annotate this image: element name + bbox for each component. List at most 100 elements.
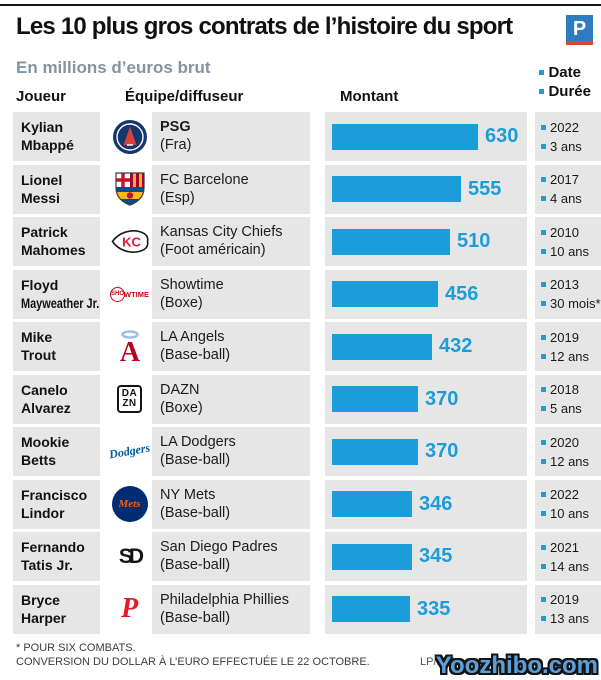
amount-bar-cell: 370 <box>325 427 527 476</box>
bullet-square-icon <box>541 544 546 550</box>
team-cell: Showtime (Boxe) <box>152 269 310 319</box>
player-last-name: Mayweather Jr. <box>21 294 100 311</box>
team-cell: San Diego Padres (Base-ball) <box>152 532 310 581</box>
amount-bar <box>332 281 438 307</box>
contract-duration: 10 ans <box>550 506 590 521</box>
amount-value: 456 <box>445 282 479 305</box>
player-last-name: Messi <box>21 189 60 206</box>
top-divider <box>0 4 601 6</box>
le-parisien-logo-letter: P <box>572 17 587 40</box>
contract-year: 2022 <box>550 119 579 135</box>
fc-barcelona-logo <box>107 164 152 214</box>
page-title: Les 10 plus gros contrats de l’histoire … <box>16 13 513 40</box>
year-line: 2018 <box>541 382 601 397</box>
bullet-square-icon <box>541 439 546 445</box>
amount-bar <box>332 176 461 202</box>
date-cell: 2017 4 ans <box>535 164 601 214</box>
date-cell: 2019 12 ans <box>535 322 601 371</box>
player-cell: Patrick Mahomes <box>13 217 100 266</box>
header: Les 10 plus gros contrats de l’histoire … <box>16 13 593 45</box>
footnote-combats: * POUR SIX COMBATS. <box>16 642 136 654</box>
team-sport: (Foot américain) <box>160 242 266 258</box>
date-cell: 2022 3 ans <box>535 112 601 161</box>
bullet-square-icon <box>541 406 546 411</box>
contract-duration: 30 mois* <box>550 296 601 311</box>
year-line: 2010 <box>541 225 601 240</box>
date-cell: 2010 10 ans <box>535 217 601 266</box>
table-row: Patrick Mahomes KC Kansas City Chiefs (F… <box>13 217 601 266</box>
amount-bar <box>332 543 412 570</box>
team-cell: FC Barcelone (Esp) <box>152 164 310 214</box>
amount-bar-cell: 510 <box>325 217 527 266</box>
player-last-name: Tatis Jr. <box>21 557 73 573</box>
player-cell: Bryce Harper <box>13 584 100 634</box>
kansas-city-chiefs-logo: KC <box>107 217 152 266</box>
footer-notes: * POUR SIX COMBATS. CONVERSION DU DOLLAR… <box>16 641 586 669</box>
player-cell: Floyd Mayweather Jr. <box>13 269 100 319</box>
player-cell: Kylian Mbappé <box>13 112 100 161</box>
spacer <box>527 112 535 161</box>
year-line: 2019 <box>541 330 601 345</box>
contract-duration: 14 ans <box>550 558 590 574</box>
spacer <box>527 269 535 319</box>
table-row: Lionel Messi FC Barcelone (Esp) 555 2017… <box>13 164 601 214</box>
team-sport: (Base-ball) <box>160 452 231 468</box>
duration-line: 10 ans <box>541 506 601 521</box>
showtime-logo: SHO WTIME <box>107 269 152 319</box>
year-line: 2019 <box>541 592 601 607</box>
player-cell: Lionel Messi <box>13 164 100 214</box>
player-last-name: Mahomes <box>21 242 86 258</box>
contract-duration: 5 ans <box>550 401 582 416</box>
player-last-name: Betts <box>21 452 57 468</box>
bullet-square-icon <box>541 177 546 182</box>
team-name: NY Mets <box>160 486 216 503</box>
spacer <box>310 532 325 581</box>
date-duration-legend: Date Durée <box>539 64 591 100</box>
amount-value: 346 <box>419 492 453 515</box>
philadelphia-phillies-logo: P <box>107 584 152 634</box>
team-name: Kansas City Chiefs <box>160 224 283 240</box>
spacer <box>100 532 107 581</box>
la-angels-logo: A <box>107 322 152 371</box>
spacer <box>527 164 535 214</box>
amount-value: 370 <box>425 387 459 410</box>
amount-bar <box>332 438 418 465</box>
amount-value: 630 <box>485 125 519 147</box>
duration-line: 13 ans <box>541 611 601 626</box>
bullet-square-icon <box>541 511 546 516</box>
amount-value: 555 <box>468 177 502 200</box>
bullet-square-icon <box>541 248 546 254</box>
spacer <box>310 112 325 161</box>
amount-bar-cell: 335 <box>325 584 527 634</box>
svg-text:KC: KC <box>122 235 141 250</box>
amount-bar-cell: 346 <box>325 479 527 529</box>
player-last-name: Harper <box>21 609 67 626</box>
table-row: Bryce Harper P Philadelphia Phillies (Ba… <box>13 584 601 634</box>
amount-bar-cell: 456 <box>325 269 527 319</box>
la-dodgers-logo: Dodgers <box>107 427 152 476</box>
player-first-name: Mookie <box>21 434 70 450</box>
team-name: FC Barcelone <box>160 171 249 188</box>
bullet-square-icon <box>541 334 546 340</box>
watermark: Yoozhibo.com <box>435 652 598 679</box>
column-header-team: Équipe/diffuseur <box>125 88 244 105</box>
amount-bar <box>332 333 432 360</box>
bullet-square-icon <box>541 616 546 621</box>
amount-bar <box>332 491 412 517</box>
player-first-name: Mike <box>21 329 53 345</box>
player-last-name: Mbappé <box>21 137 74 153</box>
table-row: Kylian Mbappé PSG (Fra) 630 2022 3 ans <box>13 112 601 161</box>
table-row: Floyd Mayweather Jr. SHO WTIME Showtime (… <box>13 269 601 319</box>
bullet-square-icon <box>541 143 546 149</box>
spacer <box>527 479 535 529</box>
duration-line: 30 mois* <box>541 296 601 311</box>
team-name: Philadelphia Phillies <box>160 591 289 608</box>
bullet-square-icon <box>541 124 546 130</box>
team-sport: (Fra) <box>160 137 192 153</box>
table-row: Mookie Betts Dodgers LA Dodgers (Base-ba… <box>13 427 601 476</box>
spacer <box>527 584 535 634</box>
contract-year: 2019 <box>550 592 579 607</box>
team-cell: PSG (Fra) <box>152 112 310 161</box>
player-first-name: Patrick <box>21 224 68 240</box>
le-parisien-logo: P <box>566 15 593 45</box>
